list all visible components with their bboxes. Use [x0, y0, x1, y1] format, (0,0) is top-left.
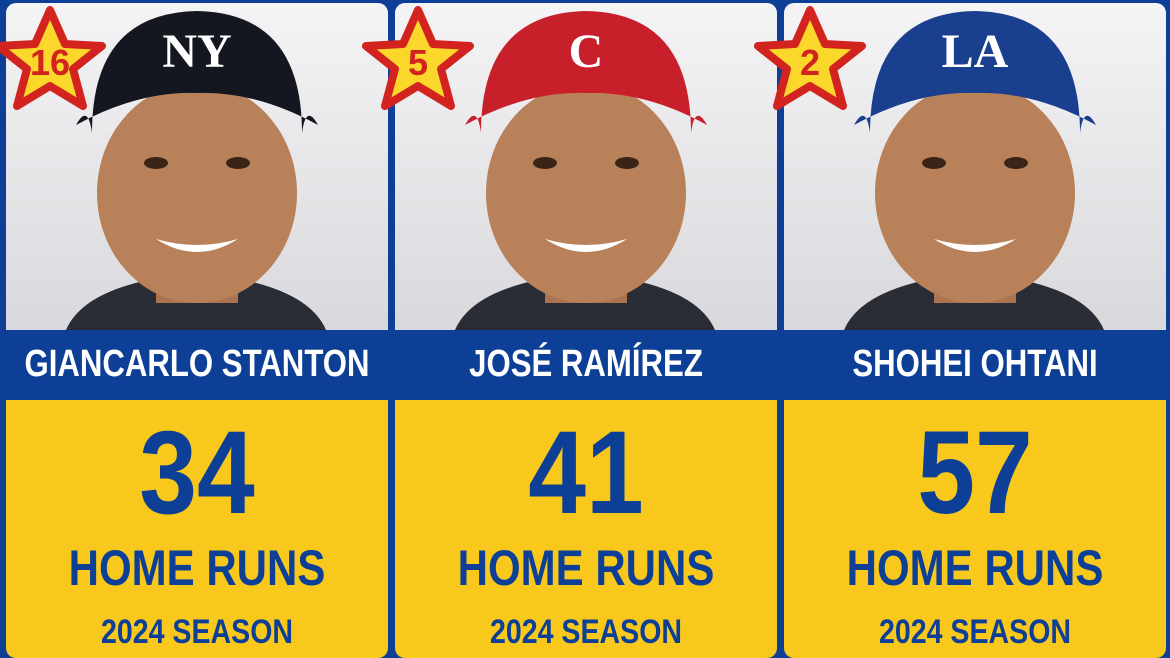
stats-panel: 41 HOME RUNS 2024 SEASON — [395, 400, 777, 658]
rank-number: 5 — [407, 42, 429, 83]
rank-star-badge: 5 — [362, 6, 474, 114]
player-card: NY 16 GIANCARLO STANTON 34 HOME RUNS 202… — [0, 0, 388, 658]
stat-unit-label: HOME RUNS — [457, 540, 715, 596]
rank-star-badge: 16 — [0, 6, 106, 114]
svg-text:C: C — [569, 25, 604, 78]
season-label: 2024 SEASON — [100, 613, 294, 651]
player-name: JOSÉ RAMÍREZ — [469, 342, 703, 385]
rank-number: 16 — [29, 42, 71, 83]
stats-panel: 34 HOME RUNS 2024 SEASON — [6, 400, 388, 658]
svg-text:NY: NY — [162, 25, 231, 78]
home-run-count: 34 — [139, 407, 255, 539]
stats-panel: 57 HOME RUNS 2024 SEASON — [784, 400, 1166, 658]
player-photo: NY — [6, 3, 388, 330]
rank-star-badge: 2 — [754, 6, 866, 114]
svg-text:LA: LA — [942, 25, 1009, 78]
stat-unit-label: HOME RUNS — [846, 540, 1104, 596]
season-label: 2024 SEASON — [489, 613, 683, 651]
home-run-count: 41 — [528, 407, 644, 539]
player-name: SHOHEI OHTANI — [852, 342, 1098, 385]
player-name: GIANCARLO STANTON — [24, 342, 370, 385]
stat-unit-label: HOME RUNS — [68, 540, 326, 596]
season-label: 2024 SEASON — [878, 613, 1072, 651]
player-card: C 5 JOSÉ RAMÍREZ 41 HOME RUNS 2024 SEASO… — [362, 0, 777, 658]
player-card: LA 2 SHOHEI OHTANI 57 HOME RUNS 2024 SEA… — [754, 0, 1166, 658]
player-photo: C — [395, 3, 777, 330]
home-run-count: 57 — [917, 407, 1033, 539]
rank-number: 2 — [799, 42, 821, 83]
